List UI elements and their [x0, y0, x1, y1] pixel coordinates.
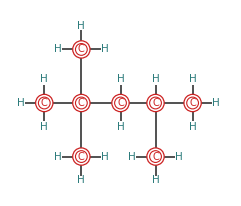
Text: H: H [189, 122, 196, 132]
Circle shape [73, 94, 90, 112]
Text: H: H [54, 44, 61, 54]
Text: C: C [117, 98, 124, 108]
Text: H: H [40, 74, 48, 84]
Circle shape [147, 94, 164, 112]
Text: H: H [78, 21, 85, 31]
Text: H: H [40, 122, 48, 132]
Text: C: C [152, 98, 159, 108]
Text: H: H [117, 74, 124, 84]
Text: H: H [117, 122, 124, 132]
Text: H: H [128, 152, 136, 162]
Text: H: H [17, 98, 25, 108]
Circle shape [73, 148, 90, 165]
Circle shape [147, 148, 164, 165]
Text: H: H [152, 175, 159, 185]
Text: H: H [101, 152, 109, 162]
Text: H: H [189, 74, 196, 84]
Circle shape [36, 94, 53, 112]
Text: C: C [78, 152, 85, 162]
Circle shape [73, 41, 90, 58]
Text: C: C [78, 44, 85, 54]
Text: H: H [175, 152, 183, 162]
Text: C: C [41, 98, 48, 108]
Circle shape [112, 94, 129, 112]
Text: H: H [212, 98, 220, 108]
Text: C: C [78, 98, 85, 108]
Text: H: H [78, 175, 85, 185]
Text: H: H [101, 44, 109, 54]
Text: C: C [152, 152, 159, 162]
Text: C: C [189, 98, 196, 108]
Text: H: H [54, 152, 61, 162]
Text: H: H [152, 74, 159, 84]
Circle shape [184, 94, 201, 112]
